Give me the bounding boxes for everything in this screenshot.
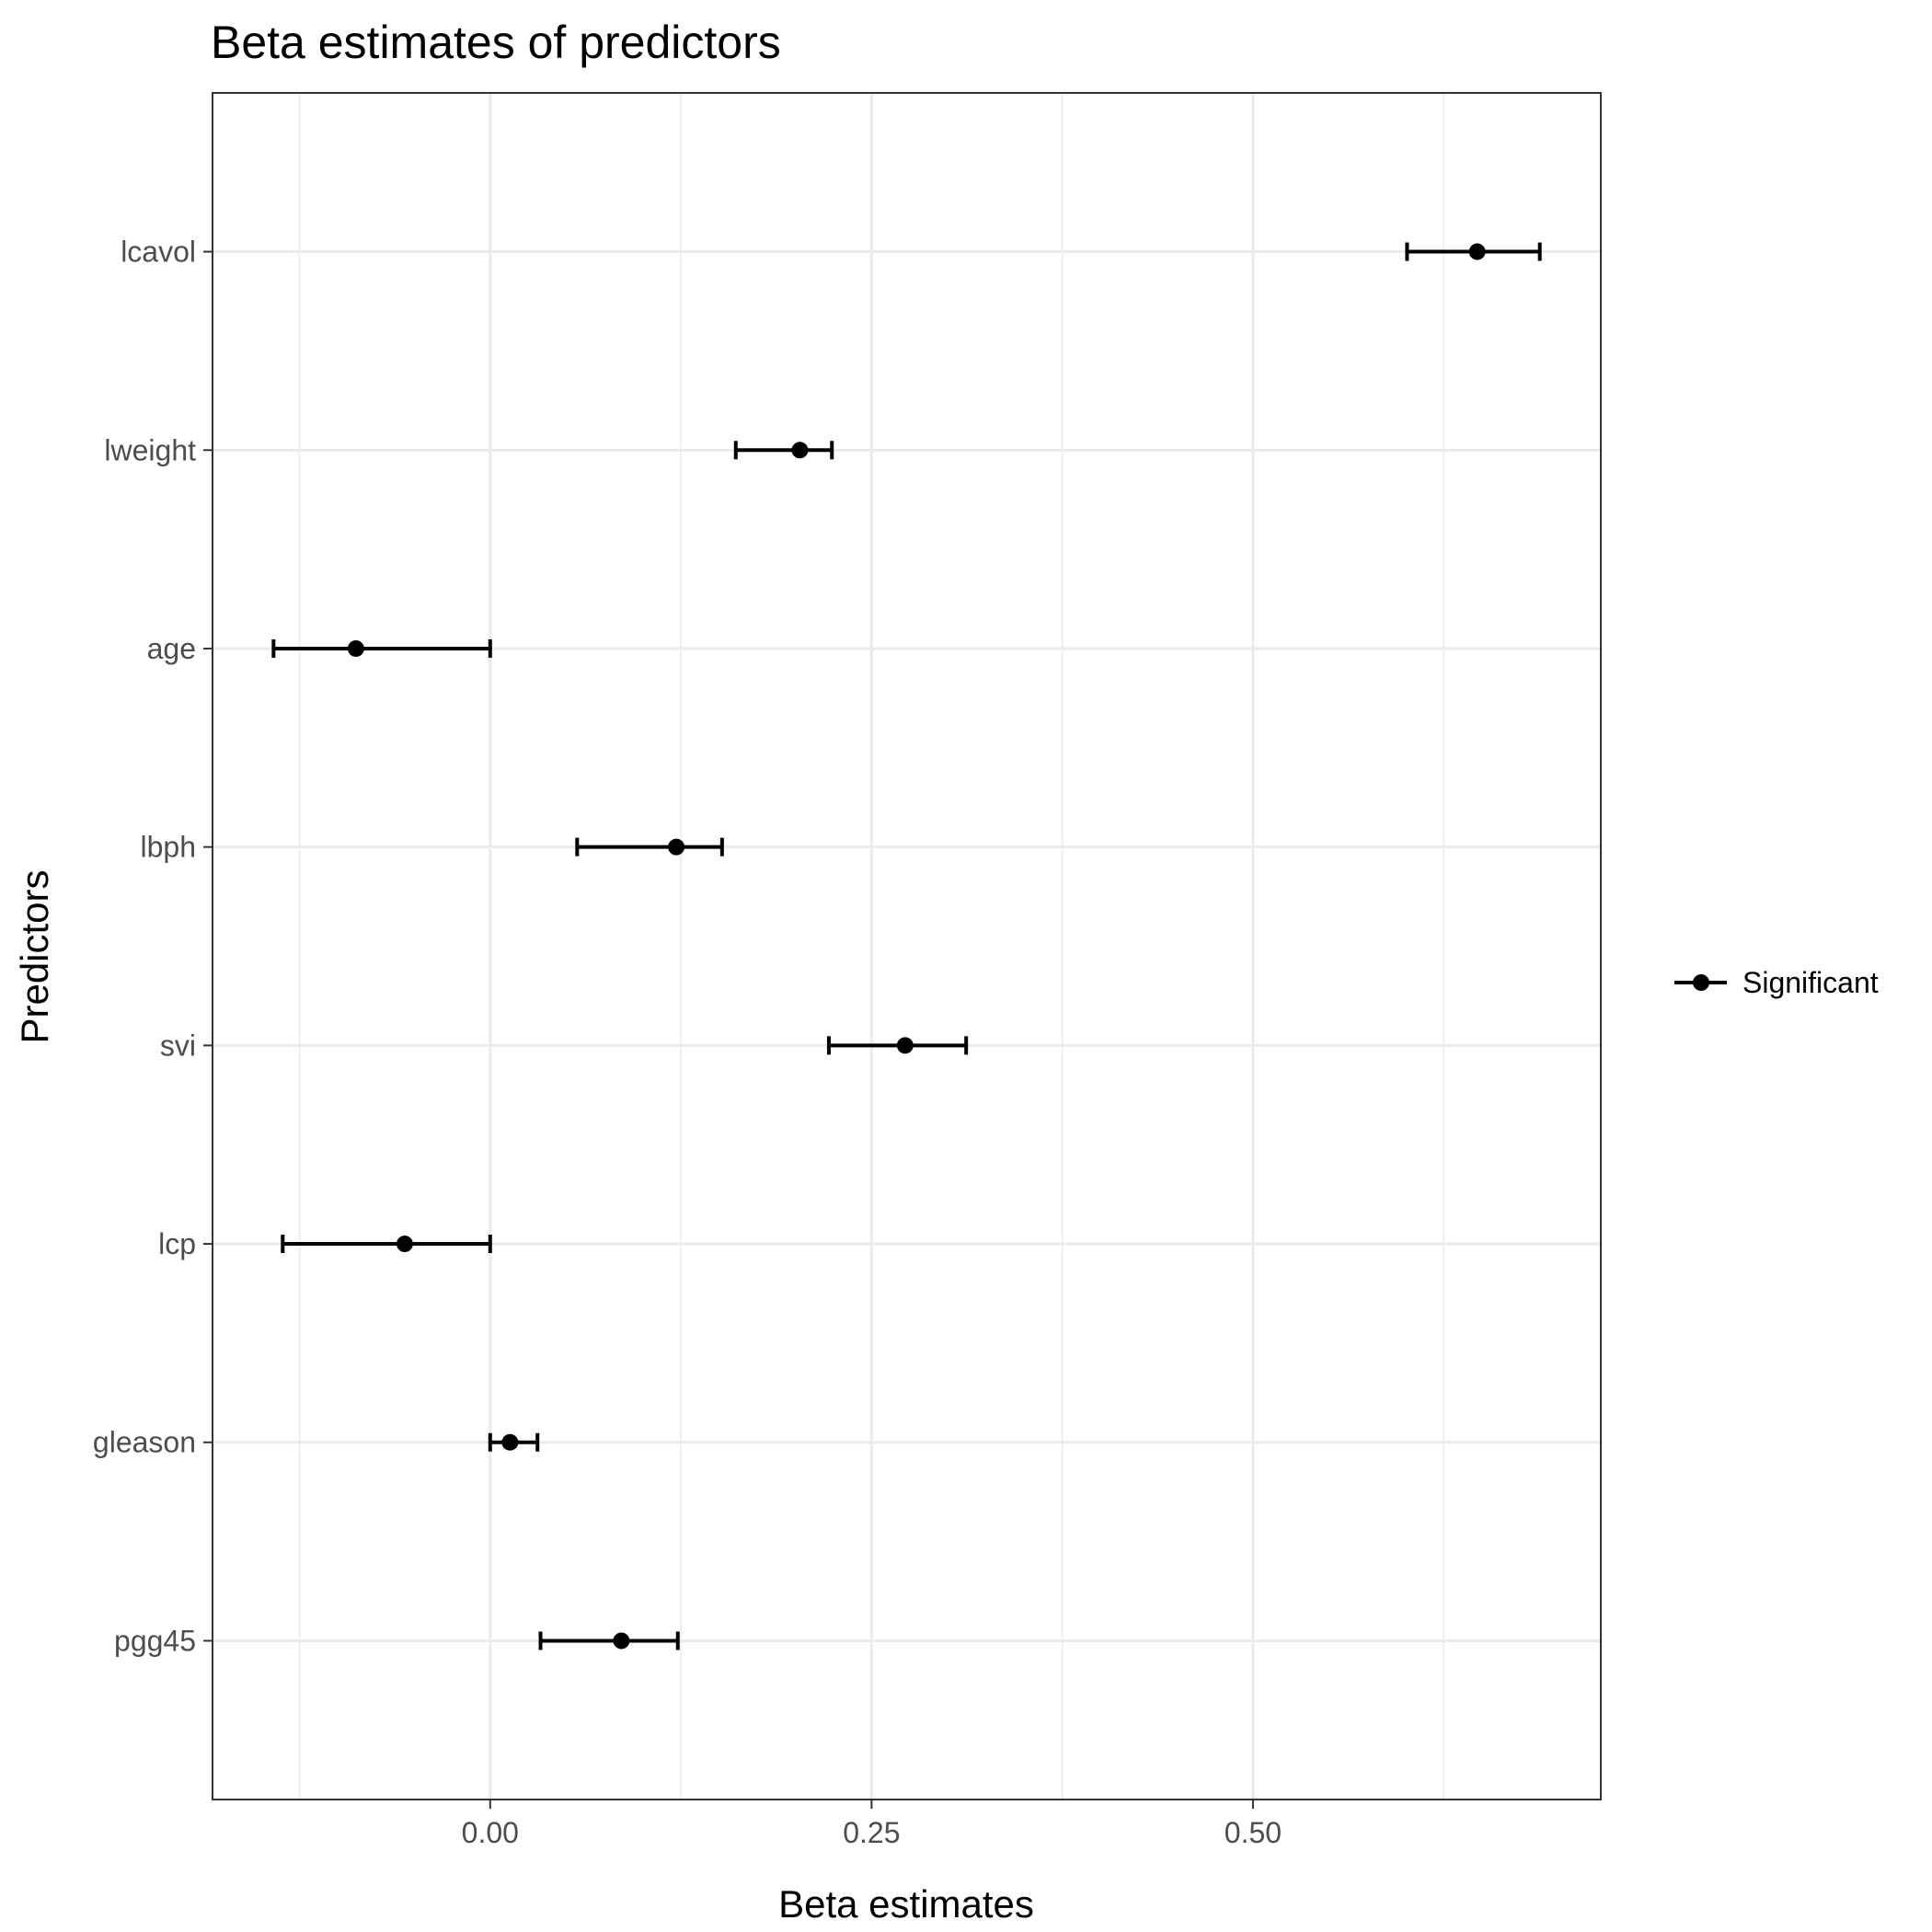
point-lcavol bbox=[1468, 243, 1486, 260]
point-pgg45 bbox=[613, 1632, 630, 1650]
x-tick-label: 0.50 bbox=[1225, 1816, 1282, 1849]
legend-label-significant: Significant bbox=[1742, 966, 1879, 999]
x-tick-label: 0.25 bbox=[843, 1816, 900, 1849]
panel-border bbox=[212, 92, 1602, 1800]
point-svi bbox=[896, 1037, 914, 1054]
y-tick-label-pgg45: pgg45 bbox=[114, 1624, 196, 1657]
legend-key-point bbox=[1693, 974, 1709, 991]
x-tick-label: 0.00 bbox=[462, 1816, 519, 1849]
marks-layer bbox=[271, 242, 1542, 1650]
point-lweight bbox=[791, 442, 809, 459]
y-tick-label-age: age bbox=[147, 632, 196, 665]
x-axis-title: Beta estimates bbox=[778, 1882, 1034, 1926]
y-tick-label-lcp: lcp bbox=[158, 1227, 196, 1260]
plot-panel bbox=[213, 93, 1601, 1800]
legend: Significant bbox=[1674, 966, 1879, 999]
y-axis-title: Predictors bbox=[13, 869, 56, 1043]
y-tick-label-lcavol: lcavol bbox=[121, 236, 196, 269]
y-tick-label-lweight: lweight bbox=[104, 433, 196, 466]
grid-layer bbox=[213, 93, 1601, 1800]
chart-title: Beta estimates of predictors bbox=[211, 17, 781, 68]
y-tick-label-gleason: gleason bbox=[93, 1426, 196, 1459]
y-tick-label-svi: svi bbox=[160, 1029, 196, 1062]
point-lcp bbox=[396, 1236, 413, 1253]
point-age bbox=[347, 639, 364, 657]
y-tick-label-lbph: lbph bbox=[141, 831, 197, 864]
point-lbph bbox=[668, 838, 685, 856]
axis-layer: lcavol lweight age lbph svi lcp gleason pgg45 0.… bbox=[93, 236, 1282, 1849]
point-gleason bbox=[501, 1433, 519, 1451]
